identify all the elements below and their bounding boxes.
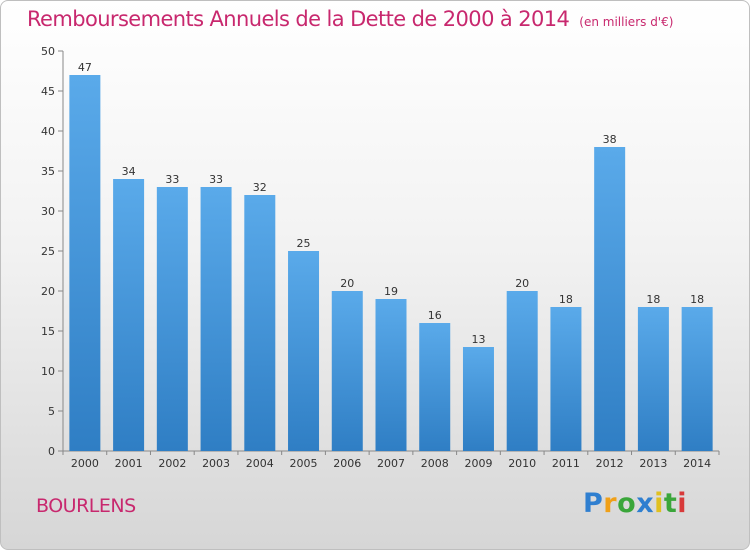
data-label: 25 <box>297 237 311 250</box>
bar <box>681 307 713 451</box>
bar <box>375 299 407 451</box>
data-label: 34 <box>122 165 136 178</box>
x-tick-label: 2001 <box>115 457 143 470</box>
chart-title: Remboursements Annuels de la Dette de 20… <box>27 7 673 31</box>
x-tick-label: 2011 <box>552 457 580 470</box>
x-tick-label: 2004 <box>246 457 274 470</box>
x-tick-label: 2010 <box>508 457 536 470</box>
x-tick-label: 2007 <box>377 457 405 470</box>
x-tick-label: 2003 <box>202 457 230 470</box>
bar <box>288 251 320 451</box>
bar <box>156 187 188 451</box>
y-tick-label: 25 <box>41 245 55 258</box>
y-tick-label: 5 <box>48 405 55 418</box>
data-label: 13 <box>471 333 485 346</box>
x-tick-label: 2014 <box>683 457 711 470</box>
bar <box>594 147 626 451</box>
bar <box>331 291 363 451</box>
y-tick-label: 10 <box>41 365 55 378</box>
bar <box>113 179 145 451</box>
bar <box>637 307 669 451</box>
x-tick-label: 2012 <box>596 457 624 470</box>
bar <box>200 187 232 451</box>
x-tick-label: 2008 <box>421 457 449 470</box>
y-tick-label: 30 <box>41 205 55 218</box>
x-tick-label: 2000 <box>71 457 99 470</box>
data-label: 38 <box>603 133 617 146</box>
logo-letter: r <box>603 488 618 519</box>
bar <box>462 347 494 451</box>
data-label: 18 <box>646 293 660 306</box>
x-tick-label: 2013 <box>639 457 667 470</box>
data-label: 16 <box>428 309 442 322</box>
data-labels: 47 34 33 33 32 25 20 19 16 13 20 18 38 18 18 <box>78 61 704 346</box>
bar <box>550 307 582 451</box>
y-tick-label: 0 <box>48 445 55 458</box>
logo-letter: i <box>654 488 664 519</box>
x-tick-label: 2002 <box>158 457 186 470</box>
commune-name: BOURLENS <box>36 495 136 517</box>
data-label: 33 <box>209 173 223 186</box>
logo-letter: i <box>677 488 688 519</box>
chart-subtitle: (en milliers d'€) <box>579 15 674 29</box>
proxiti-logo: Proxiti <box>583 488 687 519</box>
x-tick-label: 2006 <box>333 457 361 470</box>
data-label: 47 <box>78 61 92 74</box>
bar <box>69 75 101 451</box>
title-text: Remboursements Annuels de la Dette de 20… <box>27 7 570 31</box>
axes: 0 5 10 15 20 25 30 35 40 45 50 2000 2001 2002 2003 2004… <box>41 45 720 470</box>
y-tick-label: 35 <box>41 165 55 178</box>
data-label: 33 <box>165 173 179 186</box>
bars <box>69 75 713 451</box>
data-label: 18 <box>690 293 704 306</box>
x-tick-label: 2005 <box>290 457 318 470</box>
y-tick-label: 40 <box>41 125 55 138</box>
bar <box>506 291 538 451</box>
logo-letter: o <box>617 488 637 519</box>
data-label: 32 <box>253 181 267 194</box>
logo-letter: P <box>583 488 604 519</box>
y-tick-label: 45 <box>41 85 55 98</box>
y-tick-label: 20 <box>41 285 55 298</box>
data-label: 18 <box>559 293 573 306</box>
data-label: 19 <box>384 285 398 298</box>
logo-letter: t <box>663 488 678 519</box>
x-tick-label: 2009 <box>464 457 492 470</box>
data-label: 20 <box>515 277 529 290</box>
y-tick-label: 50 <box>41 45 55 58</box>
logo-letter: x <box>636 488 655 519</box>
bar <box>244 195 276 451</box>
bar <box>419 323 451 451</box>
data-label: 20 <box>340 277 354 290</box>
y-tick-label: 15 <box>41 325 55 338</box>
